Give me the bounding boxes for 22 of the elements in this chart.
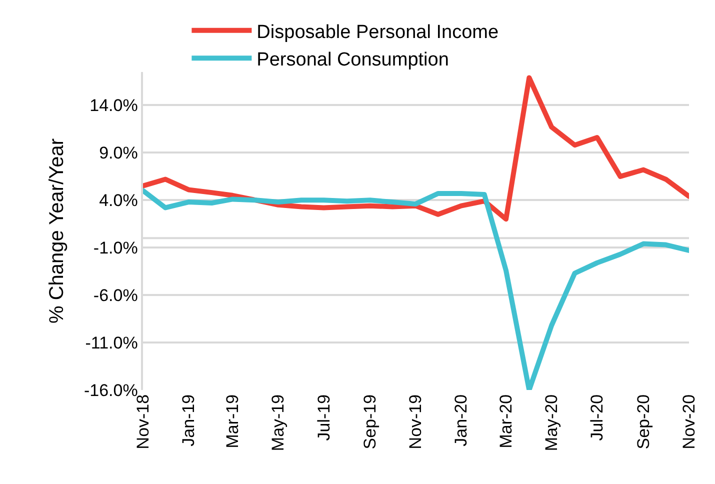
y-tick-label: -16.0%: [84, 380, 138, 400]
y-tick-label: 14.0%: [90, 96, 138, 116]
y-tick-label: 9.0%: [99, 144, 138, 163]
x-tick-label: Jul-20: [588, 394, 607, 441]
x-tick-label: May-19: [268, 394, 288, 452]
y-tick-label: -6.0%: [93, 286, 138, 306]
y-axis-title: % Change Year/Year: [46, 138, 68, 324]
x-tick-label: Sep-20: [634, 394, 653, 450]
x-tick-label: Nov-20: [680, 394, 699, 450]
x-tick-label: Jul-19: [314, 394, 334, 441]
x-tick-label: Mar-20: [496, 394, 516, 448]
x-tick-label: Sep-19: [360, 394, 380, 450]
y-tick-label: -1.0%: [93, 238, 138, 258]
legend-label: Personal Consumption: [256, 50, 449, 71]
x-tick-label: Jan-19: [179, 394, 198, 446]
x-tick-label: May-20: [542, 394, 562, 452]
y-tick-label: -11.0%: [85, 333, 138, 352]
x-tick-label: Mar-19: [223, 394, 242, 448]
y-tick-label: 4.0%: [99, 191, 138, 210]
x-tick-label: Jan-20: [452, 394, 471, 446]
x-tick-label: Nov-19: [406, 394, 426, 450]
legend-label: Disposable Personal Income: [256, 22, 499, 43]
